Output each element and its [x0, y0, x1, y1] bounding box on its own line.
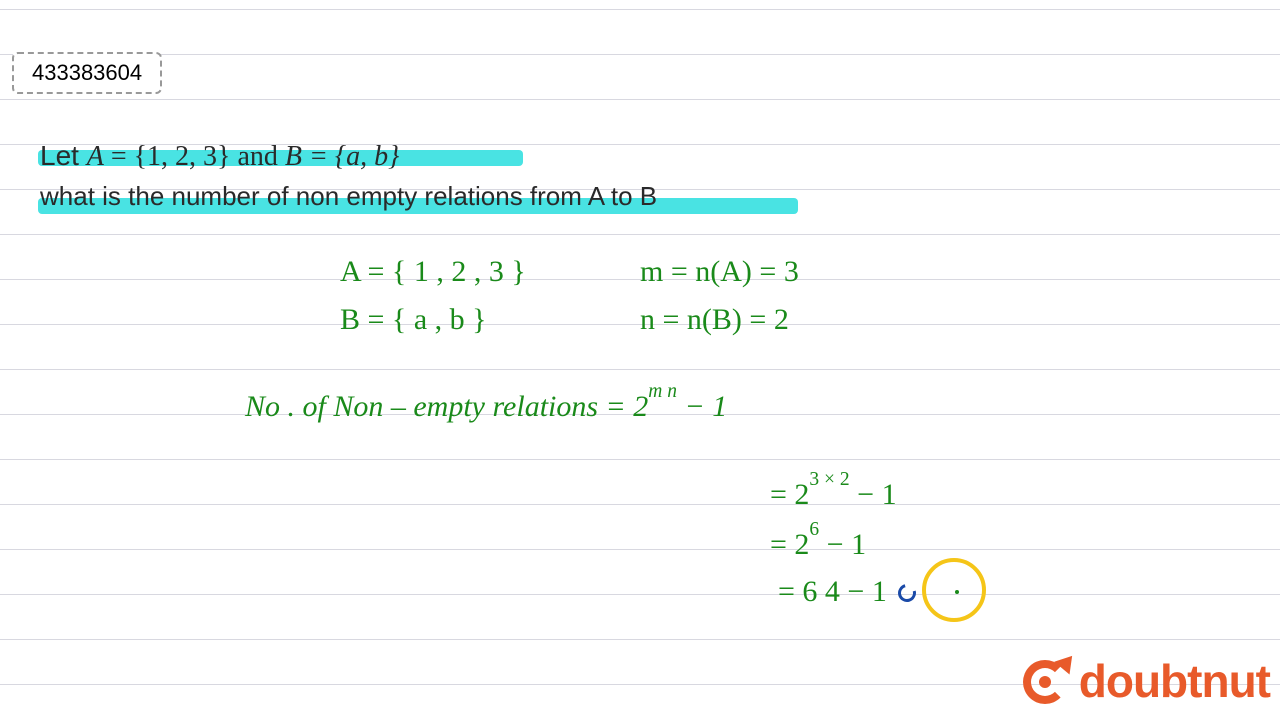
- question-id-box: 433383604: [12, 52, 162, 94]
- text: and: [230, 141, 284, 172]
- base: = 2: [770, 478, 809, 511]
- work-step-2: = 23 × 2 − 1: [770, 478, 897, 512]
- question-block: Let A = {1, 2, 3} and B = {a, b} what is…: [40, 140, 657, 212]
- set-B-value: = {a, b}: [302, 141, 399, 172]
- tail: − 1: [819, 528, 866, 561]
- work-B-def: B = { a , b }: [340, 303, 487, 337]
- formula-label: No . of Non – empty relations = 2: [245, 390, 648, 423]
- base: = 2: [770, 528, 809, 561]
- text: Let: [40, 140, 87, 171]
- tail: − 1: [850, 478, 897, 511]
- question-line-2: what is the number of non empty relation…: [40, 181, 657, 212]
- work-A-def: A = { 1 , 2 , 3 }: [340, 255, 526, 289]
- notebook-lines: [0, 0, 1280, 720]
- work-n-def: n = n(B) = 2: [640, 303, 789, 337]
- logo-mark-icon: [1023, 656, 1073, 706]
- exponent: 3 × 2: [809, 469, 849, 490]
- work-step-4: = 6 4 − 1: [778, 575, 887, 609]
- var-B: B: [285, 141, 302, 172]
- var-A: A: [87, 141, 104, 172]
- set-A-value: = {1, 2, 3}: [104, 141, 231, 172]
- cursor-dot-icon: [955, 590, 959, 594]
- work-m-def: m = n(A) = 3: [640, 255, 799, 289]
- formula-tail: − 1: [677, 390, 727, 423]
- brand-logo[interactable]: doubtnut: [1023, 654, 1270, 708]
- work-formula: No . of Non – empty relations = 2m n − 1: [245, 390, 727, 424]
- work-step-3: = 26 − 1: [770, 528, 866, 562]
- exponent: 6: [809, 519, 819, 540]
- question-line-1: Let A = {1, 2, 3} and B = {a, b}: [40, 140, 399, 173]
- logo-text: doubtnut: [1079, 654, 1270, 708]
- question-id: 433383604: [32, 60, 142, 85]
- cursor-ring-icon: [922, 558, 986, 622]
- formula-exponent: m n: [648, 381, 677, 402]
